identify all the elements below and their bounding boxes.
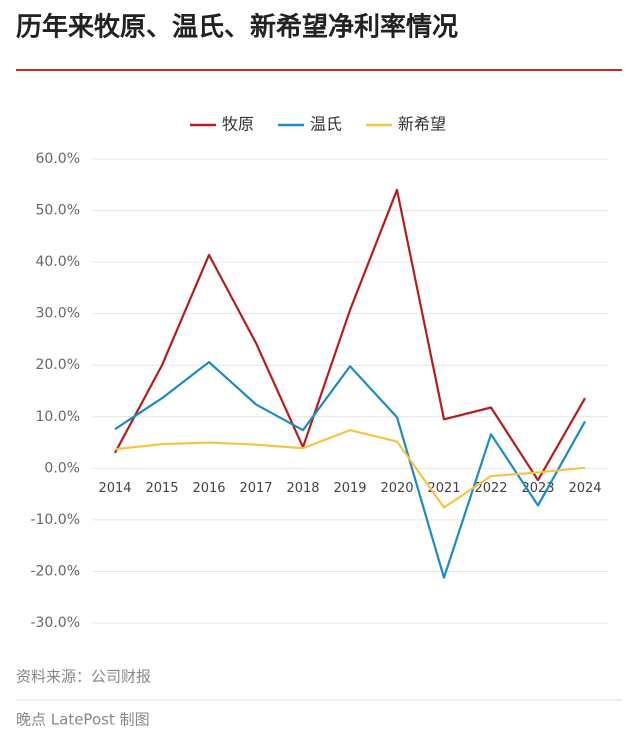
y-tick-label: 40.0% <box>36 254 80 270</box>
y-tick-label: -30.0% <box>30 615 80 631</box>
source: 资料来源：公司财报 <box>16 668 151 686</box>
y-tick-label: -10.0% <box>30 512 80 528</box>
x-tick-label: 2018 <box>286 481 319 496</box>
x-tick-label: 2022 <box>474 481 507 496</box>
x-tick-label: 2015 <box>145 481 178 496</box>
x-tick-label: 2014 <box>98 481 131 496</box>
legend-label: 新希望 <box>398 115 446 134</box>
series-line <box>114 429 586 509</box>
y-tick-label: 30.0% <box>36 306 80 322</box>
y-tick-label: 50.0% <box>36 203 80 219</box>
series-line <box>114 188 586 482</box>
credit: 晚点 LatePost 制图 <box>16 711 150 729</box>
x-tick-label: 2024 <box>568 481 601 496</box>
series-line <box>114 361 586 579</box>
legend-label: 牧原 <box>222 115 254 134</box>
chart-title: 历年来牧原、温氏、新希望净利率情况 <box>16 12 458 43</box>
y-tick-label: -20.0% <box>30 563 80 579</box>
y-tick-label: 20.0% <box>36 357 80 373</box>
x-tick-label: 2017 <box>239 481 272 496</box>
x-tick-label: 2020 <box>380 481 413 496</box>
legend-label: 温氏 <box>310 115 342 134</box>
y-tick-label: 10.0% <box>36 409 80 425</box>
x-tick-label: 2021 <box>427 481 460 496</box>
y-tick-label: 0.0% <box>44 460 80 476</box>
x-tick-label: 2019 <box>333 481 366 496</box>
x-tick-label: 2016 <box>192 481 225 496</box>
y-tick-label: 60.0% <box>36 151 80 167</box>
